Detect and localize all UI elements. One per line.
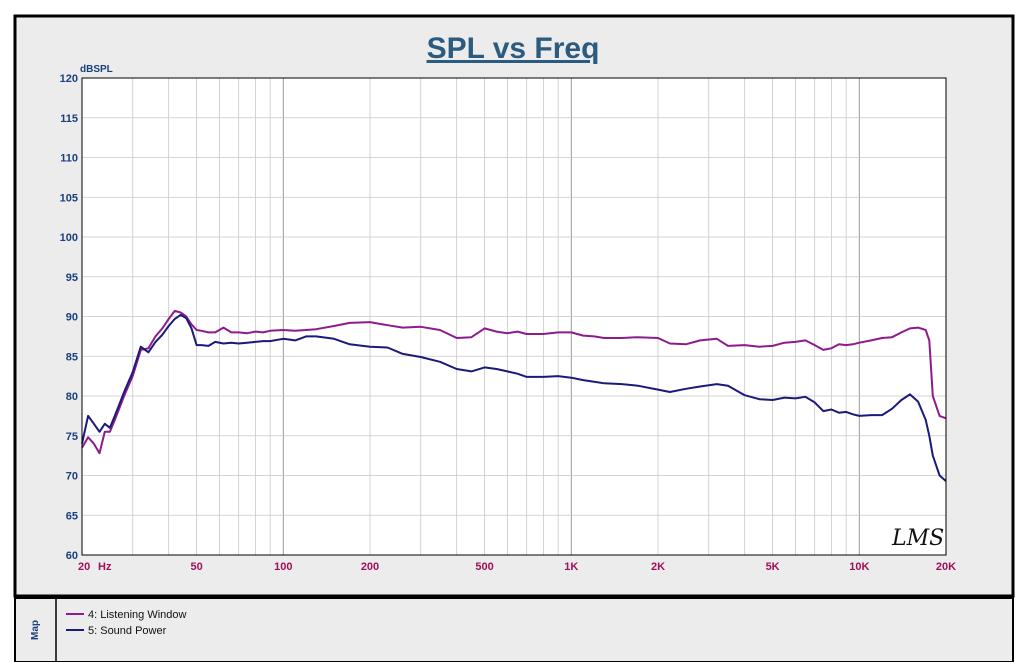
series-line-listening-window: [81, 309, 947, 455]
legend-frame: [14, 597, 1014, 662]
x-tick-label: 200: [361, 561, 379, 573]
x-axis-unit: Hz: [98, 561, 112, 573]
x-tick-label: 10K: [849, 561, 869, 573]
x-tick-label: 1K: [564, 561, 578, 573]
legend: 4: Listening Window 5: Sound Power: [66, 609, 186, 637]
x-tick-labels: 20 50 100 200 500 1K 2K 5K 10K 20K: [78, 561, 956, 573]
x-tick-label: 50: [190, 561, 202, 573]
y-tick-label: 95: [66, 272, 78, 284]
y-tick-label: 105: [60, 192, 78, 204]
lms-signature: LMS: [891, 526, 944, 551]
plot-border: [81, 77, 947, 556]
legend-entry: 5: Sound Power: [88, 625, 167, 637]
y-tick-label: 70: [66, 471, 78, 483]
legend-entry: 4: Listening Window: [88, 609, 186, 621]
y-tick-label: 75: [66, 431, 78, 443]
map-label: Map: [30, 620, 41, 640]
y-tick-label: 115: [60, 113, 78, 125]
y-tick-label: 85: [66, 351, 78, 363]
y-tick-label: 110: [60, 153, 78, 165]
y-tick-labels: 60 65 70 75 80 85 90 95 100 105 110 115 120: [60, 73, 78, 562]
y-tick-label: 65: [66, 510, 78, 522]
y-tick-label: 120: [60, 73, 78, 85]
grid: [82, 78, 946, 555]
x-tick-label: 100: [274, 561, 292, 573]
x-tick-label: 5K: [766, 561, 780, 573]
x-tick-label: 500: [475, 561, 493, 573]
x-tick-label: 2K: [651, 561, 665, 573]
series-line-sound-power: [81, 313, 947, 482]
series-layer: [81, 309, 947, 482]
y-tick-label: 80: [66, 391, 78, 403]
y-tick-label: 100: [60, 232, 78, 244]
y-tick-label: 60: [66, 550, 78, 562]
y-tick-label: 90: [66, 312, 78, 324]
x-tick-label: 20: [78, 561, 90, 573]
x-tick-label: 20K: [936, 561, 956, 573]
chart-title: SPL vs Freq: [427, 32, 600, 65]
y-axis-label: dBSPL: [80, 64, 113, 75]
